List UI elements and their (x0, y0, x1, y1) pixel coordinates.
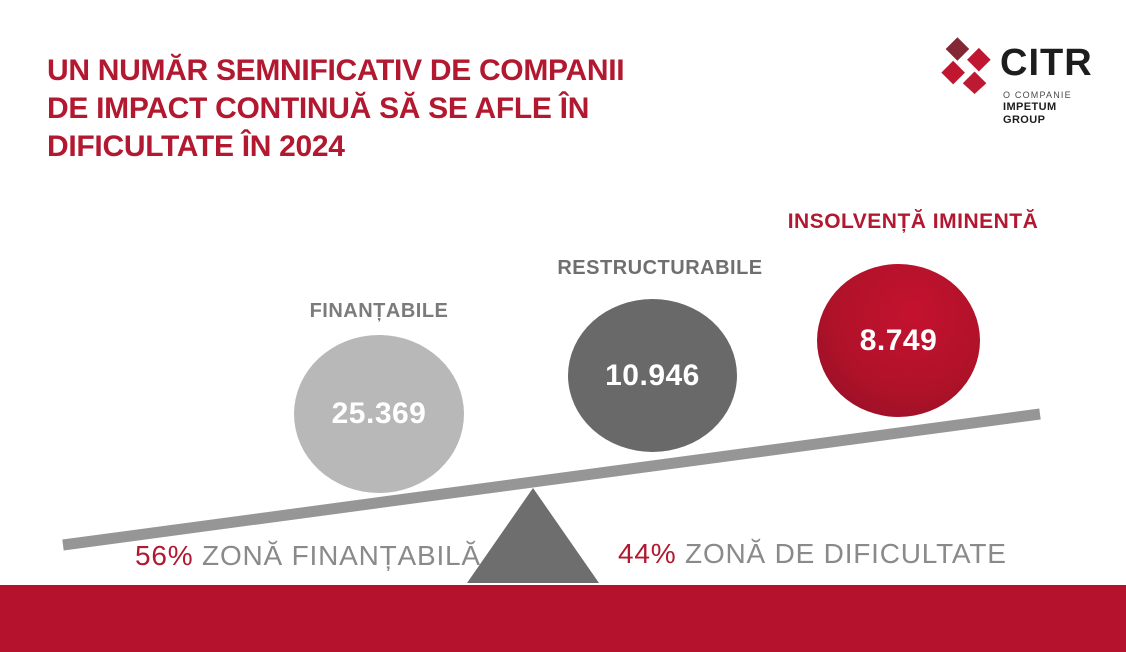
citr-brand-text: CITR (1000, 42, 1093, 84)
bubble-value-restructurabile: 10.946 (605, 358, 700, 392)
page-title: UN NUMĂR SEMNIFICATIV DE COMPANII DE IMP… (47, 52, 767, 166)
page-title-line-2: DE IMPACT CONTINUĂ SĂ SE AFLE ÎN (47, 92, 590, 125)
bubble-label-finantabile: FINANȚABILE (309, 300, 449, 322)
bottom-accent-bar (0, 585, 1126, 652)
seesaw-plank (62, 408, 1041, 551)
zone-finantabila-label: ZONĂ FINANȚABILĂ (202, 540, 481, 571)
zone-dificultate-label: ZONĂ DE DIFICULTATE (685, 538, 1007, 569)
bubble-label-insolventa-iminenta: INSOLVENȚĂ IMINENTĂ (787, 210, 1039, 233)
bubble-value-insolventa-iminenta: 8.749 (859, 323, 938, 357)
citr-tagline-line-1: O COMPANIE (1003, 90, 1072, 100)
citr-logo: CITR O COMPANIE IMPETUM GROUP (938, 34, 1098, 126)
zone-finantabila-caption: 56% ZONĂ FINANȚABILĂ (135, 540, 481, 572)
zone-dificultate-caption: 44% ZONĂ DE DIFICULTATE (618, 538, 1007, 570)
citr-diamond-icon (941, 37, 991, 94)
bubble-restructurabile: 10.946 (568, 299, 737, 452)
page-title-line-3: DIFICULTATE ÎN 2024 (47, 130, 345, 163)
citr-tagline-line-2: IMPETUM GROUP (1003, 100, 1057, 126)
zone-dificultate-percent: 44% (618, 538, 677, 569)
bubble-finantabile: 25.369 (294, 335, 464, 493)
bubble-label-restructurabile: RESTRUCTURABILE (557, 257, 763, 279)
citr-tagline: O COMPANIE IMPETUM GROUP (1003, 90, 1098, 127)
seesaw-fulcrum-triangle-icon (467, 488, 599, 583)
bubble-value-finantabile: 25.369 (331, 397, 427, 430)
zone-finantabila-percent: 56% (135, 540, 194, 571)
bubble-insolventa-iminenta: 8.749 (817, 264, 980, 417)
page-title-line-1: UN NUMĂR SEMNIFICATIV DE COMPANII (47, 54, 625, 87)
